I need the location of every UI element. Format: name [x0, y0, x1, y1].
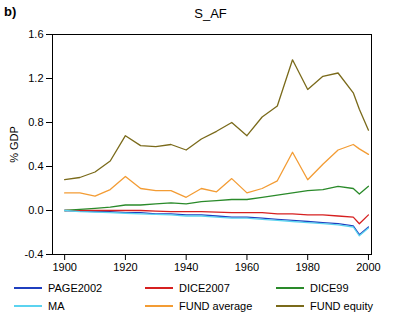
svg-text:-0.4: -0.4 — [25, 248, 44, 260]
html-text:FUND average: FUND average — [179, 300, 253, 312]
svg-text:1960: 1960 — [235, 261, 259, 273]
svg-text:% GDP: % GDP — [8, 126, 20, 163]
html-text:FUND equity: FUND equity — [310, 300, 373, 312]
svg-text:0.8: 0.8 — [28, 116, 43, 128]
svg-text:1.6: 1.6 — [28, 28, 43, 40]
html-text:DICE99: DICE99 — [310, 282, 349, 294]
svg-text:1.2: 1.2 — [28, 72, 43, 84]
html-text:S_AF: S_AF — [194, 6, 227, 21]
svg-text:2000: 2000 — [356, 261, 380, 273]
svg-text:1980: 1980 — [295, 261, 319, 273]
html-text:b): b) — [4, 4, 17, 19]
svg-text:1900: 1900 — [52, 261, 76, 273]
svg-text:1940: 1940 — [174, 261, 198, 273]
svg-text:1920: 1920 — [113, 261, 137, 273]
svg-text:0.4: 0.4 — [28, 160, 43, 172]
html-text:DICE2007: DICE2007 — [179, 282, 230, 294]
html-text:MA: MA — [48, 300, 65, 312]
svg-text:0.0: 0.0 — [28, 204, 43, 216]
html-text:PAGE2002: PAGE2002 — [48, 282, 103, 294]
